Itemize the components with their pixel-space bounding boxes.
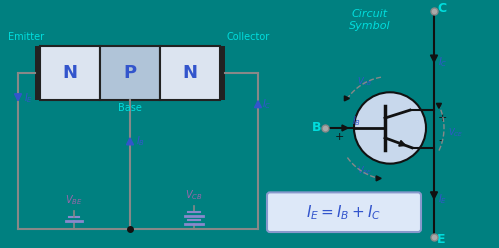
Text: +: + [335,132,344,142]
Bar [35,46,40,100]
Text: $I_E$: $I_E$ [24,91,33,105]
Text: Collector: Collector [227,32,270,42]
Text: P: P [123,64,137,82]
Text: $I_C$: $I_C$ [438,55,448,69]
Text: $V_{BE}$: $V_{BE}$ [65,193,83,207]
Text: $V_{CB}$: $V_{CB}$ [357,75,373,88]
Polygon shape [376,176,381,181]
Text: C: C [437,1,446,15]
FancyBboxPatch shape [267,192,421,232]
Text: Circuit: Circuit [352,9,388,19]
Bar [40,46,100,100]
Polygon shape [431,192,438,199]
Bar [160,46,220,100]
Text: $V_{CB}$: $V_{CB}$ [185,188,203,202]
Polygon shape [431,55,438,62]
Polygon shape [342,125,348,131]
Text: E: E [437,233,446,247]
Circle shape [354,92,426,164]
Text: +: + [438,113,448,123]
Text: N: N [62,64,77,82]
Text: $I_E$: $I_E$ [438,192,447,206]
Polygon shape [399,141,406,146]
Text: $I_E = I_B + I_C$: $I_E = I_B + I_C$ [306,203,382,221]
Text: $V_{BE}$: $V_{BE}$ [357,165,373,177]
Text: Emitter: Emitter [8,32,44,42]
Bar [220,46,225,100]
Polygon shape [437,103,442,108]
Polygon shape [254,101,261,108]
Text: -: - [438,135,442,145]
Text: $I_B$: $I_B$ [352,114,361,128]
Polygon shape [127,138,134,145]
Polygon shape [14,94,21,101]
Text: $I_C$: $I_C$ [262,97,271,111]
Bar [100,46,160,100]
Text: B: B [311,122,321,134]
Text: Base: Base [118,103,142,113]
Text: N: N [183,64,198,82]
Text: Symbol: Symbol [349,21,391,31]
Text: $V_{CE}$: $V_{CE}$ [448,127,464,139]
Text: $I_B$: $I_B$ [136,134,145,148]
Polygon shape [344,96,349,101]
